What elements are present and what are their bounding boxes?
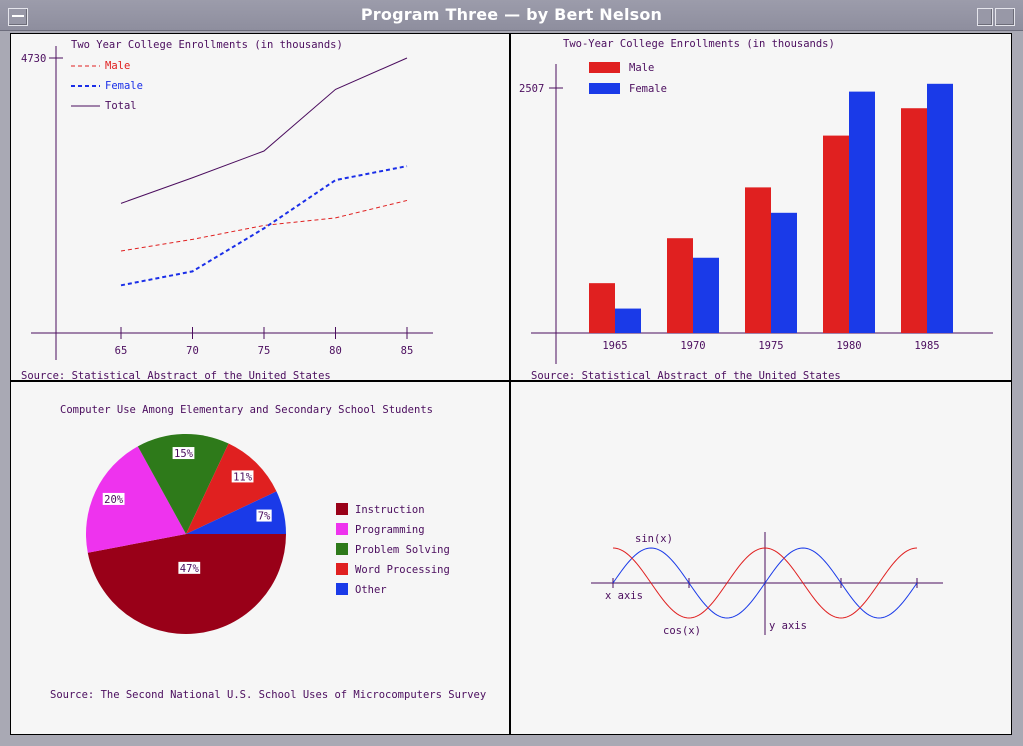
pie-slice-label: 47% (180, 563, 200, 575)
pie-legend-swatch (336, 523, 348, 535)
total-series-line (120, 57, 408, 204)
x-tick-label: 85 (401, 345, 414, 357)
cos-label: cos(x) (663, 625, 701, 637)
bar-x-tick-label: 1980 (836, 340, 861, 352)
male-series-line (120, 199, 408, 252)
pie-slice-label: 11% (233, 471, 253, 483)
bar-chart-title: Two-Year College Enrollments (in thousan… (563, 38, 835, 50)
trig-chart: sin(x) cos(x) x axis y axis (591, 532, 943, 637)
legend-male-swatch (589, 62, 620, 73)
pie-legend-label: Other (355, 584, 387, 596)
bar-female (693, 257, 719, 333)
pie-legend-label: Problem Solving (355, 544, 450, 556)
x-tick-label: 70 (186, 345, 199, 357)
legend-male-label: Male (105, 60, 130, 72)
sin-label: sin(x) (635, 533, 673, 545)
window-menu-button[interactable] (8, 8, 28, 26)
bar-male (589, 283, 615, 333)
bar-male (901, 108, 927, 333)
pie-slice-label: 15% (174, 448, 194, 460)
line-y-max-label: 4730 (21, 53, 46, 65)
pie-slice (137, 434, 229, 534)
panel-divider-horizontal (10, 380, 1012, 382)
bar-female (615, 308, 641, 333)
panel-divider-vertical (509, 33, 511, 735)
pie-slice (186, 443, 277, 534)
bar-y-max-label: 2507 (519, 83, 544, 95)
maximize-button[interactable] (995, 8, 1015, 26)
legend-female-swatch (589, 83, 620, 94)
pie-legend-swatch (336, 563, 348, 575)
cos-curve (612, 547, 918, 619)
pie-label-bg (256, 509, 272, 522)
pie-label-bg (102, 492, 125, 505)
bar-chart-source: Source: Statistical Abstract of the Unit… (531, 370, 841, 382)
y-axis-label: y axis (769, 620, 807, 632)
pie-chart-source: Source: The Second National U.S. School … (50, 689, 486, 701)
bar-x-tick-label: 1975 (758, 340, 783, 352)
bar-x-tick-label: 1970 (680, 340, 705, 352)
bar-male (667, 238, 693, 333)
pie-label-bg (178, 561, 201, 574)
pie-chart-title: Computer Use Among Elementary and Second… (60, 404, 433, 416)
legend-total-label: Total (105, 100, 137, 112)
pie-legend-label: Instruction (355, 504, 425, 516)
legend-male-label: Male (629, 62, 654, 74)
female-series-line (120, 165, 408, 287)
x-tick-label: 65 (115, 345, 128, 357)
bar-female (927, 83, 953, 334)
pie-label-bg (172, 447, 195, 460)
legend-female-label: Female (105, 80, 143, 92)
bar-male (745, 187, 771, 333)
window-title: Program Three — by Bert Nelson (360, 5, 663, 24)
pie-slice (86, 446, 186, 553)
pie-legend-label: Word Processing (355, 564, 450, 576)
pie-slice-label: 20% (104, 494, 124, 506)
x-tick-label: 75 (258, 345, 271, 357)
x-axis-label: x axis (605, 590, 643, 602)
bar-female (849, 91, 875, 333)
legend-female-label: Female (629, 83, 667, 95)
bar-x-tick-label: 1985 (914, 340, 939, 352)
title-bar[interactable]: Program Three — by Bert Nelson (0, 0, 1023, 31)
pie-slice-label: 7% (258, 511, 271, 523)
line-chart-title: Two Year College Enrollments (in thousan… (71, 39, 343, 51)
bar-female (771, 212, 797, 333)
bar-x-tick-label: 1965 (602, 340, 627, 352)
pie-label-bg (231, 470, 254, 483)
pie-slice (186, 491, 287, 534)
line-chart: Two Year College Enrollments (in thousan… (21, 39, 433, 382)
pie-legend-label: Programming (355, 524, 425, 536)
pie-slice (87, 534, 287, 634)
pie-legend-swatch (336, 543, 348, 555)
minimize-button[interactable] (977, 8, 993, 26)
bar-male (823, 135, 849, 333)
sin-curve (612, 547, 918, 619)
pie-legend-swatch (336, 583, 348, 595)
pie-chart: Computer Use Among Elementary and Second… (50, 404, 486, 701)
menu-dash-icon (12, 15, 24, 17)
pie-legend-swatch (336, 503, 348, 515)
bar-chart: Two-Year College Enrollments (in thousan… (519, 38, 993, 382)
x-tick-label: 80 (329, 345, 342, 357)
line-chart-source: Source: Statistical Abstract of the Unit… (21, 370, 331, 382)
